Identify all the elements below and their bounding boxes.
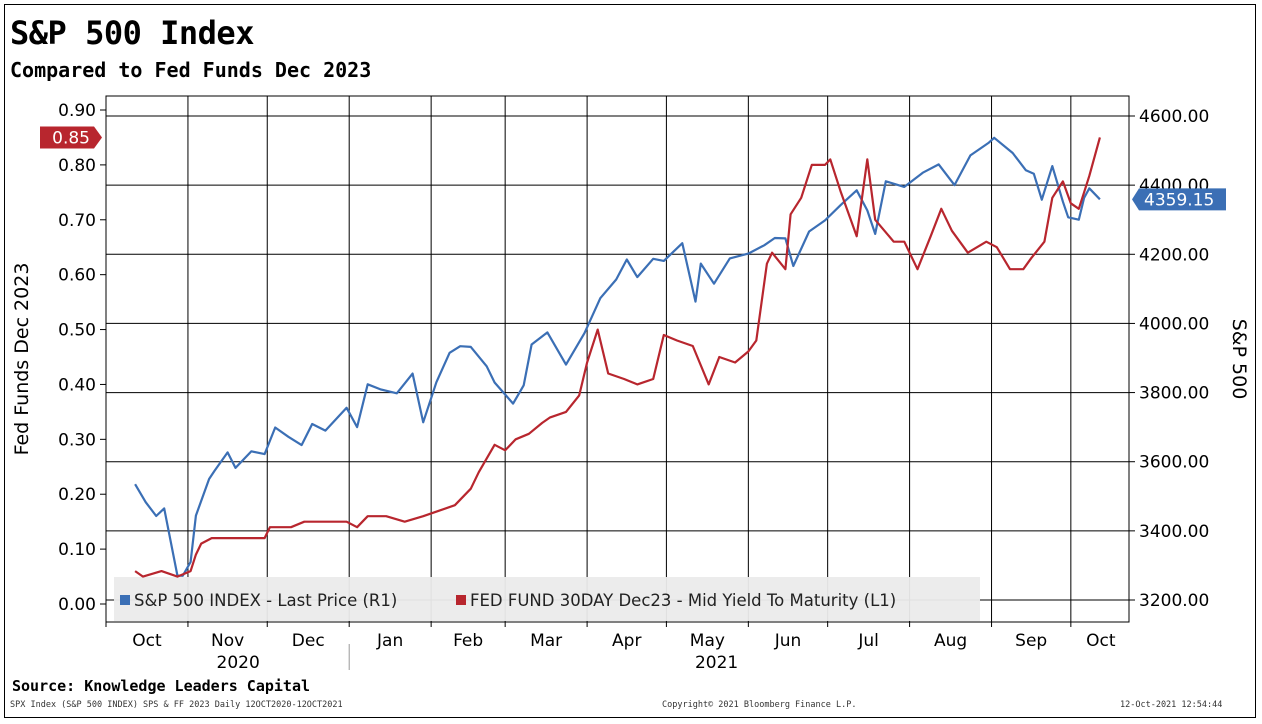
source-note: Source: Knowledge Leaders Capital <box>12 677 311 695</box>
left-axis-tick-label: 0.40 <box>58 375 96 395</box>
spx-series-line <box>134 136 1101 577</box>
right-axis-tick-label: 3200.00 <box>1139 591 1209 611</box>
x-tick-label: Jul <box>857 631 879 651</box>
spx-last-value-tag <box>1132 188 1226 211</box>
x-tick-label: Aug <box>934 631 967 651</box>
right-axis-tick-label: 4600.00 <box>1139 107 1209 127</box>
legend-label: S&P 500 INDEX - Last Price (R1) <box>134 591 397 610</box>
left-axis-tick-label: 0.30 <box>58 430 96 450</box>
left-axis-tick-label: 0.50 <box>58 321 96 341</box>
left-axis-tick-label: 0.80 <box>58 156 96 176</box>
left-axis-tick-label: 0.20 <box>58 485 96 505</box>
x-tick-label: Apr <box>612 631 641 651</box>
right-axis-tick-label: 3800.00 <box>1139 384 1209 404</box>
chart-subtitle: Compared to Fed Funds Dec 2023 <box>10 58 372 82</box>
x-tick-label: Sep <box>1015 631 1047 651</box>
x-tick-label: Oct <box>1086 631 1116 651</box>
chart-title: S&P 500 Index <box>10 14 254 52</box>
x-tick-label: May <box>690 631 725 651</box>
fedfunds-series-line <box>134 137 1101 578</box>
left-axis-tick-label: 0.60 <box>58 266 96 286</box>
year-label: 2021 <box>695 653 738 673</box>
left-axis-title: Fed Funds Dec 2023 <box>11 263 33 456</box>
right-axis-tick-label: 3400.00 <box>1139 522 1209 542</box>
plot-area <box>105 95 1130 623</box>
x-tick-label: Jan <box>376 631 403 651</box>
footer-copyright: Copyright© 2021 Bloomberg Finance L.P. <box>662 700 857 710</box>
fedfunds-last-value-label: 0.85 <box>52 128 90 148</box>
x-tick-label: Dec <box>292 631 325 651</box>
x-tick-label: Nov <box>211 631 244 651</box>
x-tick-label: Mar <box>530 631 562 651</box>
legend-label: FED FUND 30DAY Dec23 - Mid Yield To Matu… <box>470 591 896 610</box>
footer-timestamp: 12-Oct-2021 12:54:44 <box>1120 700 1223 710</box>
legend-box <box>114 577 980 621</box>
legend-swatch <box>120 595 130 605</box>
year-label: 2020 <box>217 653 260 673</box>
x-tick-label: Oct <box>132 631 162 651</box>
right-axis-tick-label: 4000.00 <box>1139 314 1209 334</box>
left-axis-tick-label: 0.70 <box>58 211 96 231</box>
x-tick-label: Feb <box>453 631 483 651</box>
left-axis-tick-label: 0.10 <box>58 540 96 560</box>
left-axis-tick-label: 0.00 <box>58 595 96 615</box>
right-axis-tick-label: 4200.00 <box>1139 245 1209 265</box>
legend-swatch <box>456 595 466 605</box>
right-axis-tick-label: 3600.00 <box>1139 453 1209 473</box>
spx-last-value-label: 4359.15 <box>1144 190 1214 210</box>
footer-left: SPX Index (S&P 500 INDEX) SPS & FF 2023 … <box>10 700 343 710</box>
x-tick-label: Jun <box>774 631 802 651</box>
right-axis-title: S&P 500 <box>1228 319 1250 400</box>
left-axis-tick-label: 0.90 <box>58 101 96 121</box>
fedfunds-last-value-tag <box>40 126 102 149</box>
